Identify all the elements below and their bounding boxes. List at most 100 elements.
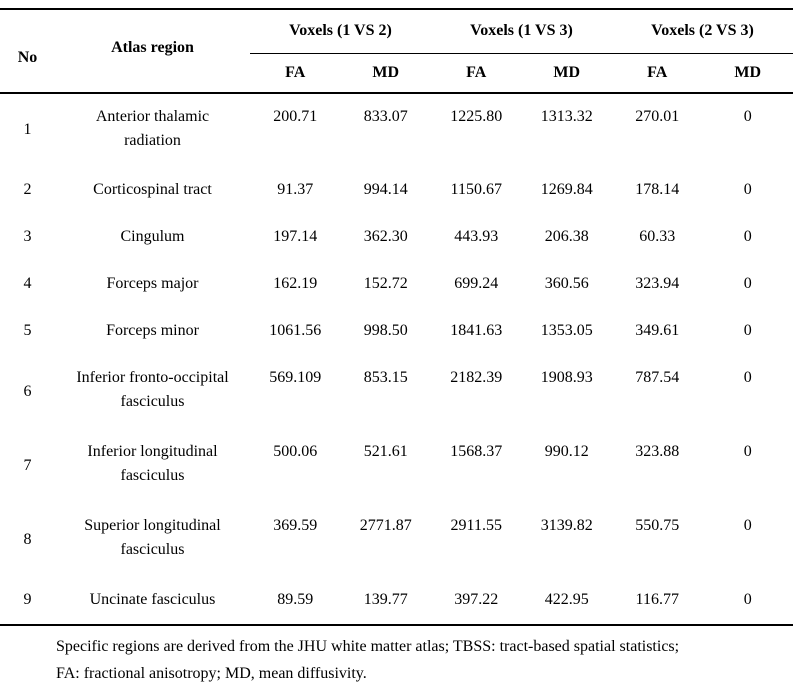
cell-md-1vs3: 1908.93 bbox=[540, 369, 593, 386]
cell-md-2vs3: 0 bbox=[743, 517, 752, 534]
group-header-row: No Atlas region Voxels (1 VS 2) Voxels (… bbox=[0, 10, 793, 66]
region-name-line1: Corticospinal tract bbox=[93, 181, 212, 198]
cell-md-1vs2: 998.50 bbox=[363, 322, 408, 339]
column-header-md-1vs2: MD bbox=[372, 63, 400, 81]
cell-fa-1vs3: 443.93 bbox=[454, 228, 499, 245]
cell-fa-1vs3: 397.22 bbox=[454, 591, 499, 608]
cell-fa-1vs3: 1568.37 bbox=[450, 443, 503, 460]
table-row: 4 Forceps major 162.19 152.72 699.24 360… bbox=[0, 261, 793, 308]
column-header-fa-1vs3: FA bbox=[466, 63, 487, 81]
table-row: 8 Superior longitudinal fasciculus 369.5… bbox=[0, 503, 793, 577]
group-header-voxels-1vs2: Voxels (1 VS 2) bbox=[250, 10, 431, 54]
cell-fa-1vs2: 89.59 bbox=[277, 591, 314, 608]
cell-md-2vs3: 0 bbox=[743, 275, 752, 292]
cell-md-1vs3: 206.38 bbox=[544, 228, 589, 245]
region-name-line1: Anterior thalamic bbox=[95, 108, 210, 125]
row-number: 8 bbox=[23, 530, 32, 548]
table-top-rule bbox=[0, 8, 793, 10]
footnote-line1: Specific regions are derived from the JH… bbox=[56, 638, 680, 655]
cell-fa-1vs2: 569.109 bbox=[269, 369, 322, 386]
region-name: Cingulum bbox=[55, 214, 250, 261]
region-name-line1: Inferior fronto-occipital bbox=[76, 369, 229, 386]
row-number: 3 bbox=[23, 228, 32, 245]
cell-md-1vs3: 360.56 bbox=[544, 275, 589, 292]
cell-md-1vs3: 3139.82 bbox=[540, 517, 593, 534]
table-bottom-rule bbox=[0, 624, 793, 626]
cell-fa-1vs2: 500.06 bbox=[273, 443, 318, 460]
cell-fa-1vs2: 91.37 bbox=[277, 181, 314, 198]
row-number: 5 bbox=[23, 322, 32, 339]
cell-md-1vs2: 521.61 bbox=[363, 443, 408, 460]
region-name: Forceps minor bbox=[55, 308, 250, 355]
cell-md-1vs2: 139.77 bbox=[363, 591, 408, 608]
region-name-line1: Cingulum bbox=[120, 228, 185, 245]
region-name-line2: radiation bbox=[124, 132, 181, 149]
table-row: 3 Cingulum 197.14 362.30 443.93 206.38 6… bbox=[0, 214, 793, 261]
cell-fa-1vs3: 1225.80 bbox=[431, 92, 522, 167]
cell-md-1vs3: 1269.84 bbox=[540, 181, 593, 198]
cell-md-1vs3: 422.95 bbox=[544, 591, 589, 608]
cell-md-1vs2: 853.15 bbox=[363, 369, 408, 386]
cell-md-2vs3: 0 bbox=[743, 369, 752, 386]
row-number: 6 bbox=[23, 382, 32, 400]
cell-md-2vs3: 0 bbox=[743, 228, 752, 245]
cell-md-1vs2: 833.07 bbox=[340, 92, 431, 167]
column-header-fa-2vs3: FA bbox=[647, 63, 668, 81]
cell-fa-1vs3: 1150.67 bbox=[450, 181, 502, 198]
cell-fa-1vs3: 699.24 bbox=[454, 275, 499, 292]
cell-fa-1vs3: 2911.55 bbox=[450, 517, 502, 534]
table-header: No Atlas region Voxels (1 VS 2) Voxels (… bbox=[0, 10, 793, 93]
cell-md-2vs3: 0 bbox=[702, 92, 793, 167]
table-row: 6 Inferior fronto-occipital fasciculus 5… bbox=[0, 355, 793, 429]
row-number: 7 bbox=[23, 456, 32, 474]
region-name-line2: fasciculus bbox=[120, 393, 185, 410]
table-row: 1 Anterior thalamic radiation 200.71 833… bbox=[0, 92, 793, 167]
cell-fa-1vs2: 197.14 bbox=[273, 228, 318, 245]
cell-md-2vs3: 0 bbox=[743, 443, 752, 460]
cell-fa-2vs3: 323.88 bbox=[635, 443, 680, 460]
cell-fa-2vs3: 349.61 bbox=[635, 322, 680, 339]
row-number: 9 bbox=[23, 591, 32, 608]
region-name: Corticospinal tract bbox=[55, 167, 250, 214]
cell-fa-2vs3: 270.01 bbox=[612, 92, 703, 167]
cell-fa-1vs3: 2182.39 bbox=[450, 369, 503, 386]
row-number: 2 bbox=[23, 181, 32, 198]
table-row: 2 Corticospinal tract 91.37 994.14 1150.… bbox=[0, 167, 793, 214]
cell-md-1vs2: 994.14 bbox=[363, 181, 408, 198]
footnote-line2: FA: fractional anisotropy; MD, mean diff… bbox=[56, 665, 367, 682]
cell-md-2vs3: 0 bbox=[743, 181, 752, 198]
cell-md-1vs2: 2771.87 bbox=[359, 517, 412, 534]
cell-md-1vs3: 1313.32 bbox=[521, 92, 612, 167]
cell-md-1vs3: 990.12 bbox=[544, 443, 589, 460]
cell-md-1vs2: 362.30 bbox=[363, 228, 408, 245]
group-header-voxels-1vs3: Voxels (1 VS 3) bbox=[431, 10, 612, 54]
row-number: 1 bbox=[0, 92, 55, 167]
region-name: Forceps major bbox=[55, 261, 250, 308]
group-header-voxels-2vs3: Voxels (2 VS 3) bbox=[612, 10, 793, 54]
region-name: Uncinate fasciculus bbox=[55, 577, 250, 624]
region-name-line2: fasciculus bbox=[120, 541, 185, 558]
cell-fa-1vs2: 162.19 bbox=[273, 275, 318, 292]
table-row: 7 Inferior longitudinal fasciculus 500.0… bbox=[0, 429, 793, 503]
column-header-md-1vs3: MD bbox=[553, 63, 581, 81]
table-row: 5 Forceps minor 1061.56 998.50 1841.63 1… bbox=[0, 308, 793, 355]
cell-fa-2vs3: 60.33 bbox=[639, 228, 676, 245]
table-row: 9 Uncinate fasciculus 89.59 139.77 397.2… bbox=[0, 577, 793, 624]
column-header-atlas-region: Atlas region bbox=[111, 39, 194, 56]
region-name-line1: Uncinate fasciculus bbox=[89, 591, 216, 608]
cell-md-1vs2: 152.72 bbox=[363, 275, 408, 292]
cell-fa-1vs2: 1061.56 bbox=[269, 322, 322, 339]
cell-fa-2vs3: 787.54 bbox=[635, 369, 680, 386]
region-name-line1: Superior longitudinal bbox=[84, 517, 221, 534]
cell-fa-2vs3: 323.94 bbox=[635, 275, 680, 292]
cell-fa-2vs3: 116.77 bbox=[635, 591, 679, 608]
region-name: Inferior longitudinal fasciculus bbox=[55, 429, 250, 503]
cell-md-1vs3: 1353.05 bbox=[540, 322, 593, 339]
cell-fa-2vs3: 550.75 bbox=[635, 517, 680, 534]
column-header-md-2vs3: MD bbox=[734, 63, 762, 81]
cell-fa-1vs3: 1841.63 bbox=[450, 322, 503, 339]
table-footnote: Specific regions are derived from the JH… bbox=[0, 626, 793, 684]
column-header-fa-1vs2: FA bbox=[285, 63, 306, 81]
region-name: Anterior thalamic radiation bbox=[55, 92, 250, 167]
